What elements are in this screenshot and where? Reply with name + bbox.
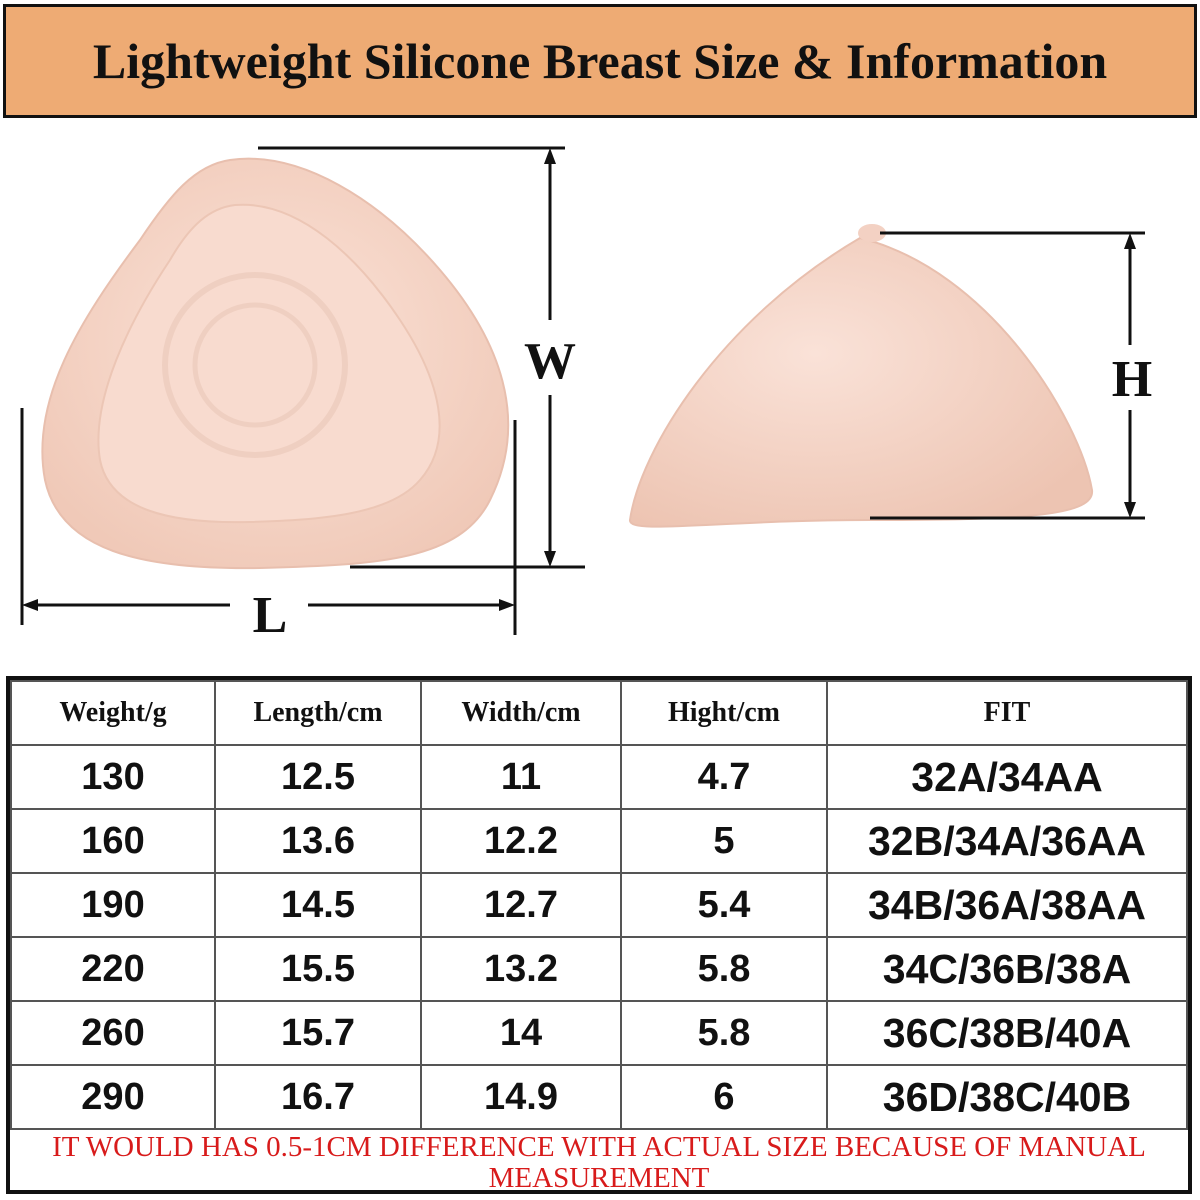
table-cell: 13.6	[214, 808, 422, 874]
table-cell: 34B/36A/38AA	[826, 872, 1188, 938]
table-cell: 4.7	[620, 744, 828, 810]
table-row: 260 15.7 14 5.8 36C/38B/40A	[10, 1000, 1188, 1066]
table-cell: 5.8	[620, 936, 828, 1002]
header-bar: Lightweight Silicone Breast Size & Infor…	[3, 4, 1197, 118]
table-cell: 5.4	[620, 872, 828, 938]
product-inner	[97, 203, 441, 524]
height-dimension	[870, 231, 1145, 520]
column-header: FIT	[826, 680, 1188, 746]
table-cell: 34C/36B/38A	[826, 936, 1188, 1002]
product-tip	[858, 224, 886, 242]
product-diagram: W H L	[20, 146, 1152, 644]
table-cell: 13.2	[420, 936, 622, 1002]
table-cell: 32A/34AA	[826, 744, 1188, 810]
table-cell: 12.2	[420, 808, 622, 874]
table-cell: 5.8	[620, 1000, 828, 1066]
column-header: Weight/g	[10, 680, 216, 746]
table-cell: 290	[10, 1064, 216, 1130]
table-row: 160 13.6 12.2 5 32B/34A/36AA	[10, 808, 1188, 874]
product-side-view	[629, 236, 1094, 528]
title: Lightweight Silicone Breast Size & Infor…	[92, 33, 1108, 89]
table-row: 190 14.5 12.7 5.4 34B/36A/38AA	[10, 872, 1188, 938]
table-cell: 160	[10, 808, 216, 874]
table-cell: 16.7	[214, 1064, 422, 1130]
table-row: 130 12.5 11 4.7 32A/34AA	[10, 744, 1188, 810]
table-row: 290 16.7 14.9 6 36D/38C/40B	[10, 1064, 1188, 1130]
table-cell: 130	[10, 744, 216, 810]
table-cell: 36C/38B/40A	[826, 1000, 1188, 1066]
table: Weight/g Length/cm Width/cm Hight/cm FIT 130…	[10, 680, 1188, 1130]
table-cell: 14.5	[214, 872, 422, 938]
table-cell: 14.9	[420, 1064, 622, 1130]
column-header: Hight/cm	[620, 680, 828, 746]
table-cell: 260	[10, 1000, 216, 1066]
table-cell: 14	[420, 1000, 622, 1066]
table-cell: 12.7	[420, 872, 622, 938]
product-rings	[192, 302, 318, 428]
table-cell: 220	[10, 936, 216, 1002]
table-cell: 15.7	[214, 1000, 422, 1066]
table-cell: 36D/38C/40B	[826, 1064, 1188, 1130]
table-cell: 32B/34A/36AA	[826, 808, 1188, 874]
width-dimension	[258, 146, 585, 569]
width-label: W	[524, 333, 576, 390]
header-row: Weight/g Length/cm Width/cm Hight/cm FIT	[10, 680, 1188, 746]
table-cell: 12.5	[214, 744, 422, 810]
column-header: Length/cm	[214, 680, 422, 746]
note: IT WOULD HAS 0.5-1CM DIFFERENCE WITH ACT…	[52, 1131, 1146, 1194]
table-cell: 11	[420, 744, 622, 810]
height-label: H	[1112, 351, 1152, 408]
product-rings	[162, 272, 348, 458]
table-cell: 5	[620, 808, 828, 874]
table-cell: 190	[10, 872, 216, 938]
size-table: Weight/g Length/cm Width/cm Hight/cm FIT 130…	[6, 676, 1192, 1194]
column-header: Width/cm	[420, 680, 622, 746]
table-row: 220 15.5 13.2 5.8 34C/36B/38A	[10, 936, 1188, 1002]
table-cell: 15.5	[214, 936, 422, 1002]
length-label: L	[253, 587, 288, 644]
table-cell: 6	[620, 1064, 828, 1130]
length-dimension	[20, 408, 517, 635]
